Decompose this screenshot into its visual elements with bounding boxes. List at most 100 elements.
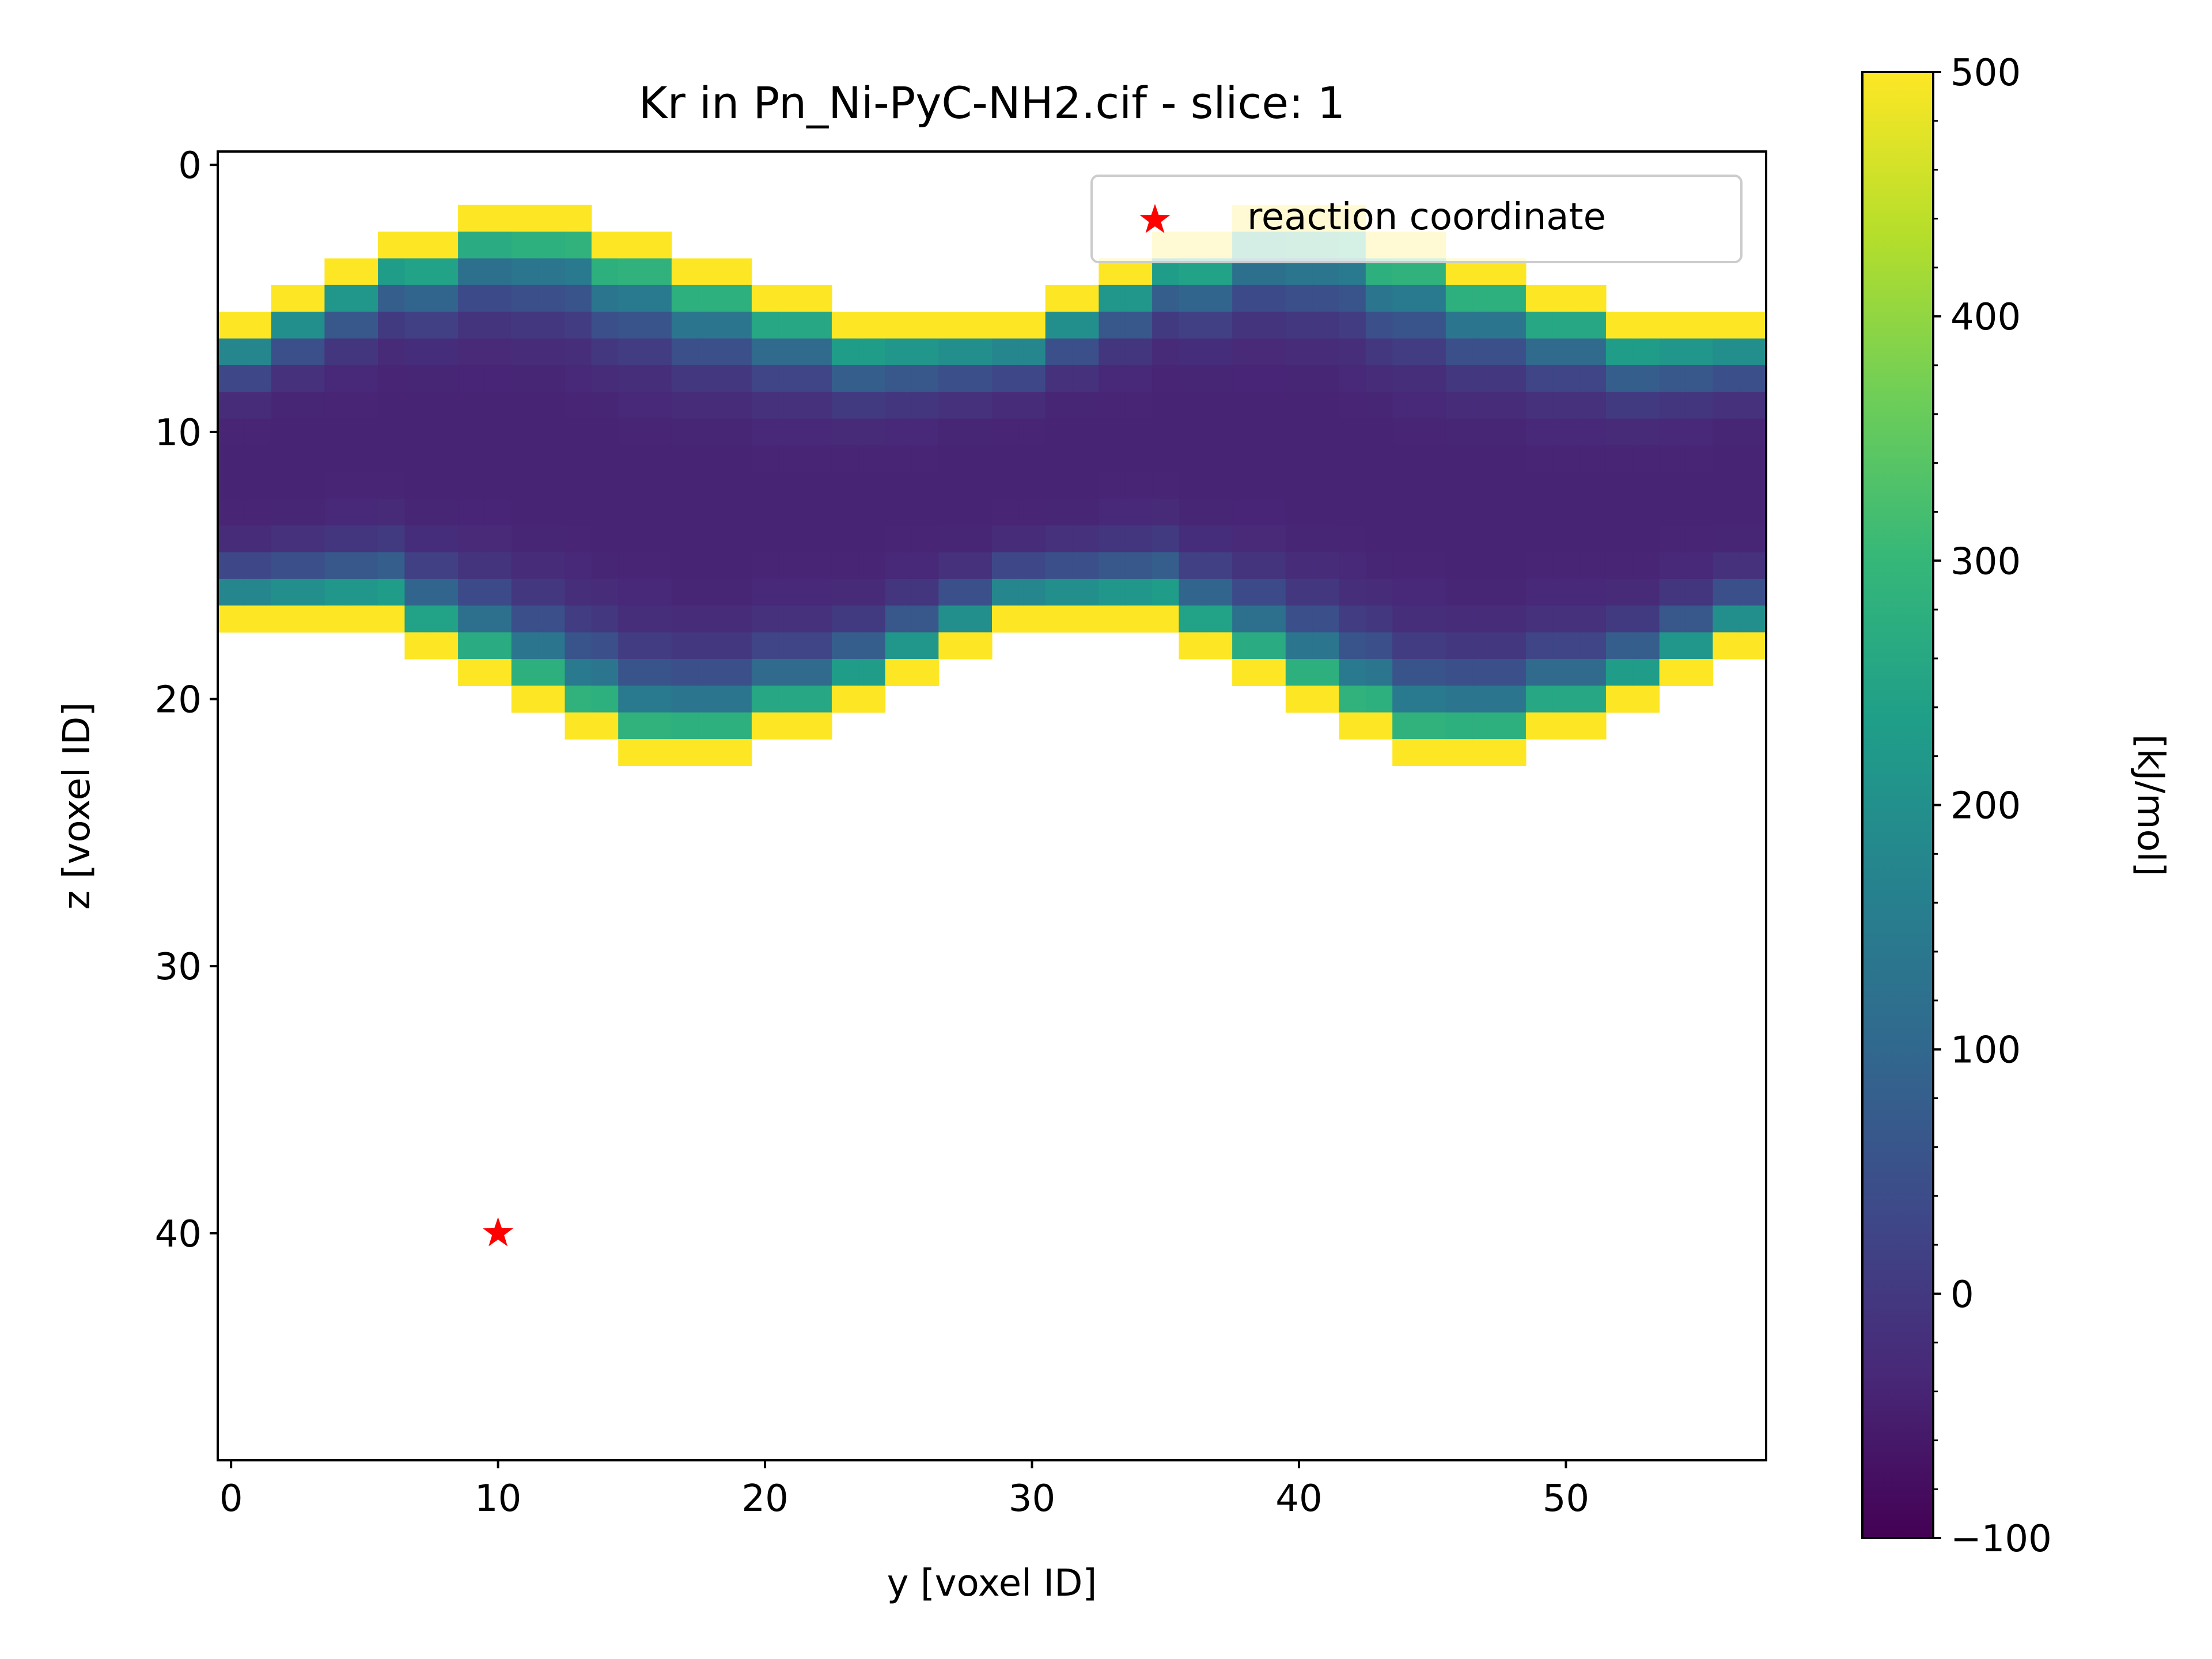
heatmap-cell: [618, 472, 646, 499]
heatmap-cell: [1205, 312, 1233, 339]
heatmap-cell: [1685, 445, 1713, 473]
heatmap-cell: [938, 338, 966, 366]
heatmap-cell: [805, 418, 832, 446]
heatmap-cell: [1285, 658, 1313, 686]
heatmap-cell: [911, 658, 939, 686]
heatmap-cell: [271, 525, 298, 553]
heatmap-cell: [1472, 605, 1500, 633]
heatmap-cell: [511, 472, 539, 499]
heatmap-cell: [671, 632, 699, 660]
heatmap-cell: [1339, 525, 1366, 553]
heatmap-cell: [1659, 338, 1687, 366]
heatmap-cell: [538, 632, 566, 660]
heatmap-cell: [1579, 525, 1607, 553]
reaction-coordinate-series: [483, 1217, 514, 1247]
heatmap-cell: [1018, 392, 1046, 419]
heatmap-cell: [858, 312, 886, 339]
heatmap-cell: [725, 632, 752, 660]
heatmap-cell: [992, 472, 1019, 499]
heatmap-cell: [1472, 739, 1500, 767]
heatmap-cell: [1713, 498, 1740, 526]
heatmap-cell: [1499, 578, 1527, 606]
heatmap-cell: [1072, 365, 1099, 392]
heatmap-cell: [458, 472, 486, 499]
heatmap-cell: [511, 578, 539, 606]
heatmap-cell: [1633, 418, 1660, 446]
heatmap-cell: [1392, 525, 1420, 553]
heatmap-cell: [431, 392, 459, 419]
heatmap-cell: [565, 232, 592, 259]
heatmap-cell: [511, 285, 539, 312]
heatmap-cell: [645, 739, 672, 767]
heatmap-cell: [992, 578, 1019, 606]
heatmap-cell: [1472, 365, 1500, 392]
heatmap-cell: [1713, 392, 1740, 419]
colorbar-tick-label: 100: [1950, 1029, 2021, 1072]
heatmap-cell: [458, 498, 486, 526]
heatmap-cell: [698, 498, 726, 526]
heatmap-cell: [778, 338, 806, 366]
heatmap-cell: [538, 418, 566, 446]
heatmap-cell: [431, 445, 459, 473]
heatmap-cell: [725, 498, 752, 526]
heatmap-cell: [1472, 658, 1500, 686]
heatmap-cell: [1472, 338, 1500, 366]
heatmap-cell: [778, 365, 806, 392]
heatmap-cell: [1179, 365, 1206, 392]
heatmap-cell: [751, 418, 779, 446]
heatmap-cell: [1633, 658, 1660, 686]
heatmap-cell: [458, 204, 486, 232]
x-tick-label: 20: [741, 1478, 788, 1520]
heatmap-cell: [1099, 472, 1126, 499]
heatmap-cell: [645, 498, 672, 526]
heatmap-cell: [645, 285, 672, 312]
heatmap-cell: [1045, 605, 1073, 633]
heatmap-cell: [698, 258, 726, 286]
heatmap-cell: [992, 312, 1019, 339]
heatmap-cell: [1739, 578, 1766, 606]
heatmap-cell: [1685, 578, 1713, 606]
heatmap-cell: [484, 312, 512, 339]
heatmap-cell: [1579, 312, 1607, 339]
heatmap-cell: [1525, 552, 1553, 579]
heatmap-cell: [1205, 578, 1233, 606]
heatmap-cell: [1179, 472, 1206, 499]
heatmap-cell: [1633, 552, 1660, 579]
heatmap-cell: [1419, 605, 1446, 633]
heatmap-cell: [1365, 552, 1393, 579]
heatmap-cell: [1525, 498, 1553, 526]
heatmap-cell: [805, 685, 832, 713]
heatmap-cell: [1339, 605, 1366, 633]
heatmap-cell: [591, 258, 619, 286]
heatmap-cell: [1259, 365, 1286, 392]
heatmap-cell: [1205, 418, 1233, 446]
heatmap-cell: [1525, 685, 1553, 713]
heatmap-cell: [725, 445, 752, 473]
heatmap-cell: [1419, 525, 1446, 553]
heatmap-cell: [831, 578, 859, 606]
heatmap-cell: [618, 658, 646, 686]
heatmap-cell: [831, 472, 859, 499]
reaction-coordinate-point: [483, 1217, 514, 1247]
heatmap-cell: [1072, 312, 1099, 339]
heatmap-cell: [565, 578, 592, 606]
heatmap-cell: [1499, 658, 1527, 686]
heatmap-cell: [1018, 578, 1046, 606]
heatmap-cell: [1713, 525, 1740, 553]
heatmap-cell: [751, 712, 779, 740]
heatmap-cell: [885, 552, 912, 579]
heatmap-cell: [725, 552, 752, 579]
heatmap-cell: [1419, 418, 1446, 446]
heatmap-cell: [1739, 392, 1766, 419]
heatmap-cell: [1633, 525, 1660, 553]
heatmap-cell: [1179, 445, 1206, 473]
heatmap-cell: [1739, 632, 1766, 660]
heatmap-cell: [858, 685, 886, 713]
heatmap-cell: [911, 418, 939, 446]
heatmap-cell: [1659, 552, 1687, 579]
colorbar-tick-label: 500: [1950, 52, 2021, 94]
heatmap-cell: [538, 658, 566, 686]
heatmap-cell: [911, 365, 939, 392]
heatmap-cell: [1339, 418, 1366, 446]
heatmap-cell: [1072, 392, 1099, 419]
